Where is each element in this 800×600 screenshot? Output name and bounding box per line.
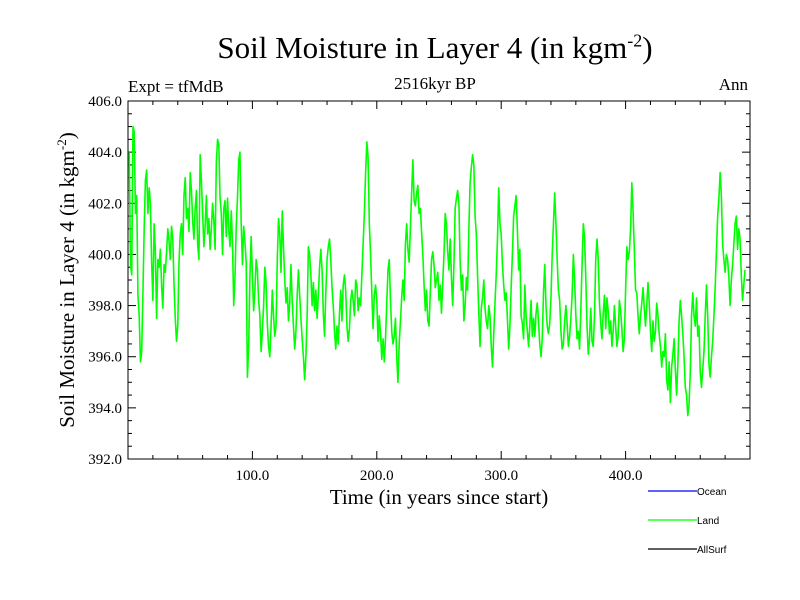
legend-label-allsurf: AllSurf xyxy=(697,545,727,556)
y-tick-label: 396.0 xyxy=(88,350,122,366)
x-tick-label: 300.0 xyxy=(484,468,518,484)
chart-title: Soil Moisture in Layer 4 (in kgm-2) xyxy=(0,30,800,66)
experiment-label: Expt = tfMdB xyxy=(128,77,224,96)
chart-title-text: Soil Moisture in Layer 4 (in kgm xyxy=(217,30,628,65)
chart-title-close: ) xyxy=(642,30,653,65)
x-axis-label: Time (in years since start) xyxy=(329,485,549,509)
y-tick-label: 392.0 xyxy=(88,452,122,468)
x-tick-label: 100.0 xyxy=(236,468,270,484)
season-label: Ann xyxy=(718,75,748,94)
legend-label-land: Land xyxy=(697,516,719,527)
plot-frame xyxy=(127,100,751,460)
legend-label-ocean: Ocean xyxy=(697,487,726,498)
x-tick-label: 400.0 xyxy=(609,468,643,484)
series-line-land xyxy=(128,125,746,417)
y-tick-label: 398.0 xyxy=(88,299,122,315)
y-tick-label: 402.0 xyxy=(88,196,122,212)
y-tick-label: 394.0 xyxy=(88,401,122,417)
chart-title-superscript: -2 xyxy=(627,30,643,51)
chart-subtitle: 2516kyr BP xyxy=(394,74,476,93)
y-tick-label: 400.0 xyxy=(88,247,122,263)
y-tick-label: 406.0 xyxy=(88,94,122,110)
axis-ticks: 392.0 394.0 396.0 398.0 400.0 402.0 404.0 406.0… xyxy=(88,94,750,484)
y-tick-label: 404.0 xyxy=(88,145,122,161)
legend: Ocean Land AllSurf xyxy=(648,487,727,556)
x-tick-label: 200.0 xyxy=(360,468,394,484)
